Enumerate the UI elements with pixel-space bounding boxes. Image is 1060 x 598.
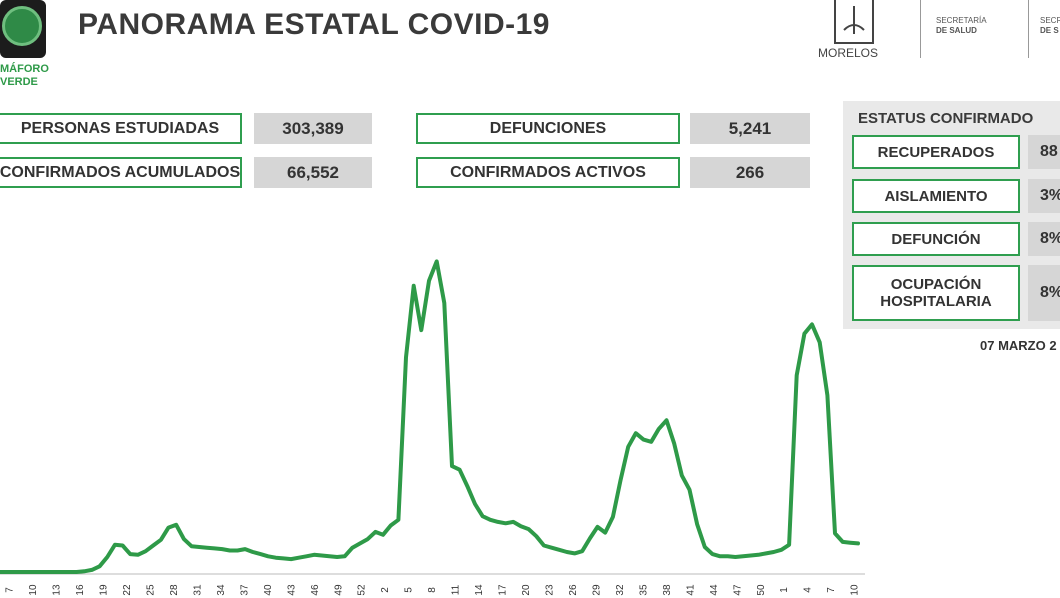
x-tick-label: 8: [427, 587, 438, 593]
personas-estudiadas-label: PERSONAS ESTUDIADAS: [0, 113, 242, 144]
x-tick-label: 20: [521, 584, 532, 596]
defunciones-label: DEFUNCIONES: [416, 113, 680, 144]
x-tick-label: 16: [75, 584, 86, 596]
secretaria-line1: SECRETARÍA: [936, 16, 987, 25]
x-tick-label: 4: [803, 587, 814, 593]
x-tick-label: 41: [685, 584, 696, 596]
series-line: [0, 259, 860, 574]
semaforo-line2: VERDE: [0, 76, 38, 88]
x-tick-label: 50: [756, 584, 767, 596]
semaforo-label: MÁFORO VERDE: [0, 63, 60, 89]
page-title: PANORAMA ESTATAL COVID-19: [78, 8, 550, 41]
x-tick-label: 49: [333, 584, 344, 596]
x-tick-label: 10: [28, 584, 39, 596]
recuperados-label: RECUPERADOS: [852, 135, 1020, 169]
semaforo-logo: [0, 0, 46, 58]
aislamiento-label: AISLAMIENTO: [852, 179, 1020, 213]
header-divider: [1028, 0, 1029, 58]
recuperados-value: 88: [1028, 135, 1060, 169]
x-tick-label: 2: [380, 587, 391, 593]
defuncion-label: DEFUNCIÓN: [852, 222, 1020, 256]
virus-icon: [2, 6, 42, 46]
x-tick-label: 1: [779, 587, 790, 593]
x-tick-label: 52: [357, 584, 368, 596]
x-tick-label: 40: [263, 584, 274, 596]
x-tick-label: 22: [122, 584, 133, 596]
x-tick-label: 14: [474, 584, 485, 596]
state-crest-icon: [834, 0, 874, 44]
ocupacion-hospitalaria-value: 8%: [1028, 265, 1060, 321]
semaforo-line1: MÁFORO: [0, 63, 49, 75]
secretaria2-line1: SECRETA: [1040, 16, 1060, 25]
x-tick-label: 7: [5, 587, 16, 593]
x-tick-label: 23: [545, 584, 556, 596]
x-tick-label: 47: [732, 584, 743, 596]
x-tick-label: 43: [286, 584, 297, 596]
x-tick-label: 13: [52, 584, 63, 596]
x-tick-label: 34: [216, 584, 227, 596]
defunciones-value: 5,241: [690, 113, 810, 144]
x-tick-label: 25: [145, 584, 156, 596]
ocupacion-line1: OCUPACIÓN: [890, 276, 982, 293]
x-tick-label: 29: [591, 584, 602, 596]
x-tick-label: 17: [498, 584, 509, 596]
secretaria-salud-logo: SECRETARÍA DE SALUD: [936, 16, 987, 36]
x-tick-label: 26: [568, 584, 579, 596]
ocupacion-line2: HOSPITALARIA: [880, 293, 992, 310]
personas-estudiadas-value: 303,389: [254, 113, 372, 144]
confirmados-activos-label: CONFIRMADOS ACTIVOS: [416, 157, 680, 188]
cases-line-chart: 7 10 13 16 19 22 25 28 31 34 37 40 43 46 49 52 2 5 8 11 14 17…: [0, 259, 865, 596]
defuncion-value: 8%: [1028, 222, 1060, 256]
ocupacion-hospitalaria-label: OCUPACIÓN HOSPITALARIA: [852, 265, 1020, 321]
x-tick-label: 11: [451, 584, 462, 595]
x-tick-label: 46: [310, 584, 321, 596]
x-tick-label: 31: [192, 584, 203, 596]
x-tick-label: 37: [239, 584, 250, 596]
x-tick-label: 28: [169, 584, 180, 596]
secretaria-logo-2: SECRETA DE S: [1040, 16, 1060, 36]
confirmados-acumulados-value: 66,552: [254, 157, 372, 188]
x-tick-label: 5: [404, 587, 415, 593]
x-tick-label: 19: [99, 584, 110, 596]
x-tick-label: 38: [662, 584, 673, 596]
confirmados-acumulados-label: CONFIRMADOS ACUMULADOS: [0, 157, 242, 188]
x-tick-label: 35: [638, 584, 649, 596]
x-tick-label: 44: [709, 584, 720, 596]
chart-series: [0, 259, 860, 574]
report-date: 07 MARZO 2: [980, 338, 1057, 353]
confirmados-activos-value: 266: [690, 157, 810, 188]
header-divider: [920, 0, 921, 58]
state-label: MORELOS: [818, 46, 879, 60]
x-tick-label: 10: [850, 584, 861, 596]
secretaria-line2: DE SALUD: [936, 26, 977, 35]
x-axis-ticks: 7 10 13 16 19 22 25 28 31 34 37 40 43 46 49 52 2 5 8 11 14 17…: [0, 573, 865, 596]
x-tick-label: 7: [826, 587, 837, 593]
x-tick-label: 32: [615, 584, 626, 596]
aislamiento-value: 3%: [1028, 179, 1060, 213]
status-title: ESTATUS CONFIRMADO: [858, 110, 1034, 127]
secretaria2-line2: DE S: [1040, 26, 1059, 35]
